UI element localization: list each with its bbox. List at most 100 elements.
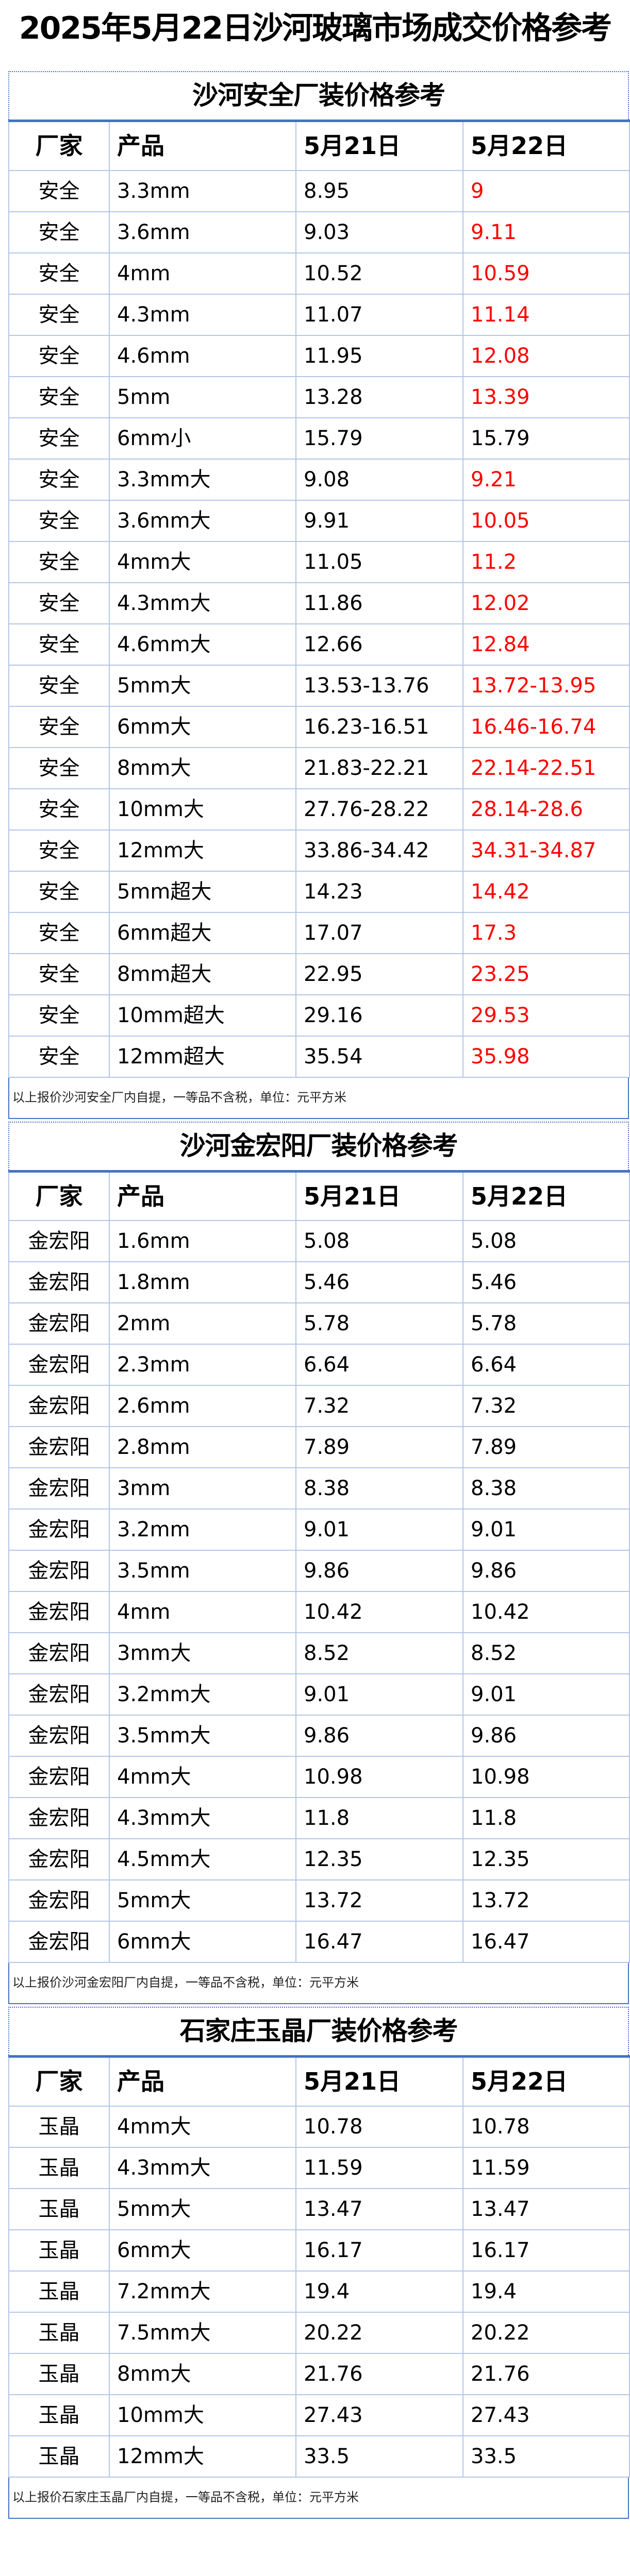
cell-may21: 17.07 — [295, 911, 463, 954]
cell-factory: 安全 — [8, 994, 110, 1037]
column-header: 产品 — [109, 120, 296, 171]
table-row: 金宏阳 3mm大 8.52 8.52 — [8, 1632, 630, 1674]
cell-may22: 9 — [462, 170, 630, 212]
cell-may21: 16.17 — [295, 2229, 463, 2272]
table-row: 玉晶 5mm大 13.47 13.47 — [8, 2188, 630, 2230]
cell-product: 4.6mm大 — [109, 623, 296, 666]
cell-factory: 金宏阳 — [8, 1921, 110, 1963]
table-row: 玉晶 6mm大 16.17 16.17 — [8, 2229, 630, 2272]
cell-may21: 9.86 — [295, 1550, 463, 1592]
cell-may22: 5.08 — [462, 1220, 630, 1262]
cell-product: 3.6mm — [109, 211, 296, 253]
section-title: 沙河安全厂装价格参考 — [8, 71, 629, 120]
table-row: 安全 4.3mm 11.07 11.14 — [8, 293, 630, 336]
cell-may21: 35.54 — [295, 1035, 463, 1078]
cell-product: 10mm大 — [109, 2394, 296, 2436]
cell-factory: 安全 — [8, 623, 110, 666]
column-header: 5月22日 — [462, 120, 630, 171]
cell-may21: 5.08 — [295, 1220, 463, 1262]
cell-may21: 10.78 — [295, 2105, 463, 2148]
footnote: 以上报价石家庄玉晶厂内自提，一等品不含税，单位：元平方米 — [8, 2477, 629, 2519]
cell-product: 3.5mm — [109, 1550, 296, 1592]
cell-may22: 5.78 — [462, 1302, 630, 1345]
table-row: 玉晶 10mm大 27.43 27.43 — [8, 2394, 630, 2436]
cell-factory: 安全 — [8, 788, 110, 831]
cell-factory: 金宏阳 — [8, 1879, 110, 1922]
table-row: 安全 5mm超大 14.23 14.42 — [8, 870, 630, 913]
cell-product: 4.3mm大 — [109, 1797, 296, 1839]
cell-product: 2.3mm — [109, 1344, 296, 1386]
cell-may22: 12.84 — [462, 623, 630, 666]
cell-may22: 16.47 — [462, 1921, 630, 1963]
table-row: 金宏阳 5mm大 13.72 13.72 — [8, 1879, 630, 1922]
cell-factory: 玉晶 — [8, 2188, 110, 2230]
cell-factory: 安全 — [8, 747, 110, 789]
cell-may22: 23.25 — [462, 953, 630, 995]
price-table: 厂家 产品 5月21日 5月22日 玉晶 4mm大 10.78 10.78 玉晶 4.3mm大 11… — [8, 2055, 630, 2478]
cell-may21: 21.76 — [295, 2352, 463, 2395]
cell-factory: 金宏阳 — [8, 1550, 110, 1592]
cell-factory: 安全 — [8, 252, 110, 295]
cell-may22: 5.46 — [462, 1261, 630, 1303]
cell-may21: 11.86 — [295, 582, 463, 624]
table-row: 金宏阳 2mm 5.78 5.78 — [8, 1302, 630, 1345]
table-header-row: 厂家 产品 5月21日 5月22日 — [8, 1171, 630, 1221]
cell-may21: 10.52 — [295, 252, 463, 295]
cell-may22: 12.02 — [462, 582, 630, 624]
cell-product: 4mm大 — [109, 2105, 296, 2148]
section-title: 沙河金宏阳厂装价格参考 — [8, 1121, 629, 1170]
cell-may21: 13.47 — [295, 2188, 463, 2230]
footnote: 以上报价沙河安全厂内自提，一等品不含税，单位：元平方米 — [8, 1077, 629, 1119]
cell-may22: 11.59 — [462, 2146, 630, 2189]
cell-may22: 9.01 — [462, 1673, 630, 1716]
cell-factory: 金宏阳 — [8, 1426, 110, 1468]
cell-factory: 玉晶 — [8, 2146, 110, 2189]
cell-factory: 金宏阳 — [8, 1838, 110, 1880]
cell-may22: 33.5 — [462, 2435, 630, 2478]
cell-product: 4.6mm — [109, 334, 296, 377]
cell-factory: 金宏阳 — [8, 1261, 110, 1303]
cell-product: 4mm — [109, 252, 296, 295]
cell-may21: 11.95 — [295, 334, 463, 377]
cell-may21: 16.47 — [295, 1921, 463, 1963]
cell-product: 3.6mm大 — [109, 499, 296, 542]
cell-factory: 安全 — [8, 293, 110, 336]
table-header-row: 厂家 产品 5月21日 5月22日 — [8, 2056, 630, 2107]
cell-product: 1.6mm — [109, 1220, 296, 1262]
cell-product: 2.8mm — [109, 1426, 296, 1468]
column-header: 5月22日 — [462, 2056, 630, 2107]
cell-factory: 金宏阳 — [8, 1509, 110, 1551]
table-row: 玉晶 7.2mm大 19.4 19.4 — [8, 2270, 630, 2313]
cell-product: 4mm — [109, 1591, 296, 1633]
cell-factory: 安全 — [8, 870, 110, 913]
column-header: 5月22日 — [462, 1171, 630, 1221]
cell-may22: 35.98 — [462, 1035, 630, 1078]
cell-may21: 27.76-28.22 — [295, 788, 463, 831]
cell-may22: 14.42 — [462, 870, 630, 913]
cell-product: 4.3mm大 — [109, 582, 296, 624]
cell-product: 4.3mm — [109, 293, 296, 336]
cell-may22: 27.43 — [462, 2394, 630, 2436]
cell-may22: 13.47 — [462, 2188, 630, 2230]
price-table: 厂家 产品 5月21日 5月22日 安全 3.3mm 8.95 9 安全 3.6mm 9.03 9.1… — [8, 120, 630, 1078]
table-row: 安全 3.6mm大 9.91 10.05 — [8, 499, 630, 542]
table-header-row: 厂家 产品 5月21日 5月22日 — [8, 120, 630, 171]
table-row: 安全 5mm 13.28 13.39 — [8, 376, 630, 418]
column-header: 5月21日 — [295, 1171, 463, 1221]
cell-product: 8mm超大 — [109, 953, 296, 995]
cell-product: 2.6mm — [109, 1385, 296, 1427]
table-row: 安全 4.6mm大 12.66 12.84 — [8, 623, 630, 666]
cell-factory: 玉晶 — [8, 2311, 110, 2354]
cell-factory: 安全 — [8, 376, 110, 418]
column-header: 5月21日 — [295, 120, 463, 171]
cell-product: 5mm大 — [109, 1879, 296, 1922]
cell-may21: 13.28 — [295, 376, 463, 418]
cell-factory: 安全 — [8, 499, 110, 542]
cell-may21: 13.72 — [295, 1879, 463, 1922]
cell-product: 12mm大 — [109, 2435, 296, 2478]
table-row: 金宏阳 2.6mm 7.32 7.32 — [8, 1385, 630, 1427]
cell-may22: 13.39 — [462, 376, 630, 418]
cell-factory: 金宏阳 — [8, 1302, 110, 1345]
cell-factory: 金宏阳 — [8, 1632, 110, 1674]
cell-may22: 10.59 — [462, 252, 630, 295]
